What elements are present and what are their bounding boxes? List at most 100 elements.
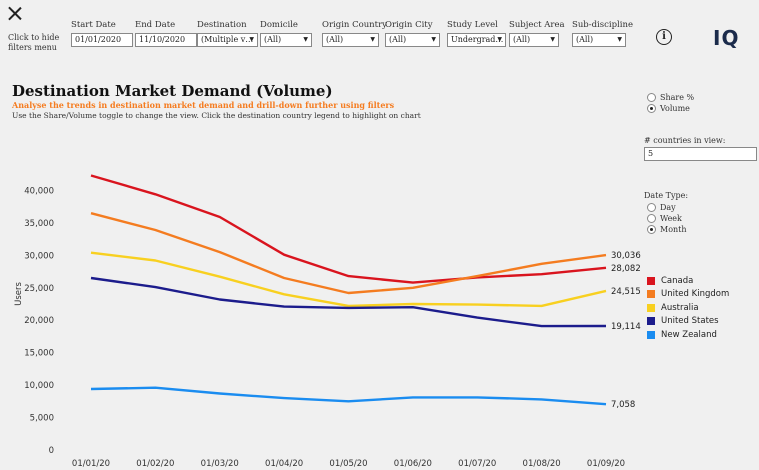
chevron-down-icon[interactable]: ▼ bbox=[370, 36, 375, 43]
legend-label: Canada bbox=[661, 275, 694, 286]
legend-swatch bbox=[647, 303, 655, 312]
filter-start-date-value: 01/01/2020 bbox=[75, 35, 122, 44]
filter-origin-city-input[interactable]: (All) ▼ bbox=[385, 33, 440, 47]
filter-end-date-value: 11/10/2020 bbox=[139, 35, 186, 44]
filter-domicile-input[interactable]: (All) ▼ bbox=[260, 33, 312, 47]
filter-sub-discipline-input[interactable]: (All) ▼ bbox=[572, 33, 626, 47]
legend-swatch bbox=[647, 330, 655, 339]
series-line-australia bbox=[90, 251, 607, 308]
filter-study-level: Study Level Undergrad… ▼ bbox=[447, 20, 506, 47]
legend-label: Australia bbox=[661, 302, 699, 313]
logo: IQ bbox=[713, 26, 740, 50]
view-toggle: Share % Volume bbox=[647, 92, 694, 114]
radio-month[interactable]: Month bbox=[647, 224, 687, 235]
y-tick-label: 5,000 bbox=[30, 414, 54, 424]
filter-origin-country-value: (All) bbox=[326, 35, 344, 44]
chevron-down-icon[interactable]: ▼ bbox=[303, 36, 308, 43]
legend-item[interactable]: United Kingdom bbox=[647, 288, 729, 302]
radio-share-dot[interactable] bbox=[647, 93, 656, 102]
radio-share-label: Share % bbox=[660, 93, 695, 102]
filter-end-date: End Date 11/10/2020 bbox=[135, 20, 197, 47]
legend-label: United States bbox=[661, 316, 719, 327]
radio-week[interactable]: Week bbox=[647, 213, 687, 224]
filter-origin-city: Origin City (All) ▼ bbox=[385, 20, 440, 47]
legend-item[interactable]: New Zealand bbox=[647, 328, 729, 342]
filter-origin-city-value: (All) bbox=[389, 35, 407, 44]
hide-filters-text[interactable]: Click to hide filters menu bbox=[8, 33, 60, 52]
filter-subject-area-input[interactable]: (All) ▼ bbox=[509, 33, 559, 47]
filter-start-date-label: Start Date bbox=[71, 20, 116, 30]
legend-item[interactable]: Canada bbox=[647, 274, 729, 288]
filter-end-date-label: End Date bbox=[135, 20, 176, 30]
y-axis-label: Users bbox=[14, 282, 24, 306]
x-tick-label: 01/04/20 bbox=[265, 459, 303, 469]
radio-volume-dot[interactable] bbox=[647, 104, 656, 113]
legend-item[interactable]: United States bbox=[647, 315, 729, 329]
filter-destination-label: Destination bbox=[197, 20, 247, 30]
filter-sub-discipline-label: Sub-discipline bbox=[572, 20, 633, 30]
radio-share[interactable]: Share % bbox=[647, 92, 694, 103]
legend-swatch bbox=[647, 317, 655, 326]
end-value-label: 28,082 bbox=[611, 264, 641, 274]
filter-subject-area-value: (All) bbox=[513, 35, 531, 44]
legend-label: United Kingdom bbox=[661, 289, 730, 300]
chevron-down-icon[interactable]: ▼ bbox=[497, 36, 502, 43]
y-tick-label: 40,000 bbox=[24, 186, 54, 196]
radio-volume[interactable]: Volume bbox=[647, 103, 694, 114]
legend-label: New Zealand bbox=[661, 329, 717, 340]
radio-month-dot[interactable] bbox=[647, 225, 656, 234]
radio-month-label: Month bbox=[660, 225, 687, 234]
filter-start-date-input[interactable]: 01/01/2020 bbox=[71, 33, 133, 47]
x-tick-label: 01/03/20 bbox=[201, 459, 239, 469]
radio-week-label: Week bbox=[660, 214, 682, 223]
end-value-label: 30,036 bbox=[611, 251, 641, 261]
series-line-canada bbox=[90, 174, 607, 284]
series-line-united-states bbox=[90, 276, 607, 328]
filter-destination: Destination (Multiple v… ▼ bbox=[197, 20, 258, 47]
page-subtitle: Analyse the trends in destination market… bbox=[12, 100, 395, 110]
y-tick-label: 0 bbox=[49, 446, 54, 456]
filter-study-level-input[interactable]: Undergrad… ▼ bbox=[447, 33, 506, 47]
filter-destination-input[interactable]: (Multiple v… ▼ bbox=[197, 33, 258, 47]
date-type-label: Date Type: bbox=[644, 191, 689, 200]
legend-item[interactable]: Australia bbox=[647, 301, 729, 315]
x-tick-label: 01/08/20 bbox=[523, 459, 561, 469]
filter-origin-country-input[interactable]: (All) ▼ bbox=[322, 33, 379, 47]
radio-day-dot[interactable] bbox=[647, 203, 656, 212]
chevron-down-icon[interactable]: ▼ bbox=[431, 36, 436, 43]
page-title: Destination Market Demand (Volume) bbox=[12, 82, 333, 100]
filter-end-date-input[interactable]: 11/10/2020 bbox=[135, 33, 197, 47]
x-tick-label: 01/05/20 bbox=[329, 459, 367, 469]
end-value-label: 24,515 bbox=[611, 287, 641, 297]
radio-week-dot[interactable] bbox=[647, 214, 656, 223]
date-type-options: Day Week Month bbox=[647, 202, 687, 235]
countries-input[interactable]: 5 bbox=[644, 147, 757, 161]
filter-subject-area: Subject Area (All) ▼ bbox=[509, 20, 565, 47]
filter-destination-value: (Multiple v… bbox=[201, 35, 254, 44]
x-tick-label: 01/06/20 bbox=[394, 459, 432, 469]
filter-study-level-label: Study Level bbox=[447, 20, 498, 30]
radio-day-label: Day bbox=[660, 203, 676, 212]
y-tick-label: 25,000 bbox=[24, 284, 54, 294]
filter-study-level-value: Undergrad… bbox=[451, 35, 504, 44]
filter-sub-discipline-value: (All) bbox=[576, 35, 594, 44]
filter-origin-city-label: Origin City bbox=[385, 20, 433, 30]
chevron-down-icon[interactable]: ▼ bbox=[550, 36, 555, 43]
info-icon[interactable]: i bbox=[656, 29, 672, 45]
end-value-label: 19,114 bbox=[611, 322, 641, 332]
x-tick-label: 01/02/20 bbox=[136, 459, 174, 469]
legend-swatch bbox=[647, 290, 655, 299]
y-tick-label: 10,000 bbox=[24, 381, 54, 391]
chevron-down-icon[interactable]: ▼ bbox=[617, 36, 622, 43]
legend-swatch bbox=[647, 276, 655, 285]
radio-day[interactable]: Day bbox=[647, 202, 687, 213]
filter-start-date: Start Date 01/01/2020 bbox=[71, 20, 133, 47]
x-tick-label: 01/07/20 bbox=[458, 459, 496, 469]
filter-domicile-value: (All) bbox=[264, 35, 282, 44]
chevron-down-icon[interactable]: ▼ bbox=[249, 36, 254, 43]
filter-origin-country: Origin Country (All) ▼ bbox=[322, 20, 387, 47]
countries-label: # countries in view: bbox=[644, 136, 726, 145]
y-tick-label: 35,000 bbox=[24, 219, 54, 229]
filter-sub-discipline: Sub-discipline (All) ▼ bbox=[572, 20, 633, 47]
